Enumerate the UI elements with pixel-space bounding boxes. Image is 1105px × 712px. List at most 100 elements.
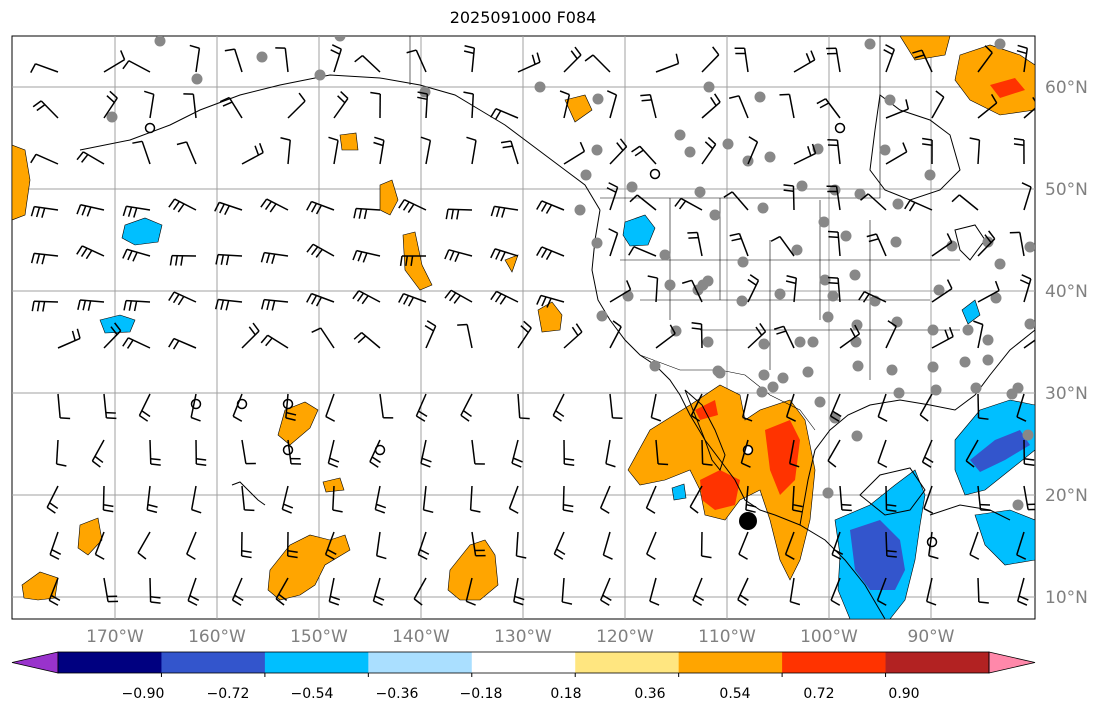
wind-barb-feather (311, 327, 322, 333)
wind-barb-shaft (701, 439, 704, 465)
wind-barb-shaft (837, 232, 841, 257)
wind-barb-shaft (639, 145, 657, 165)
wind-barb-feather (495, 250, 501, 260)
wind-barb-feather (260, 299, 265, 310)
lon-label: 110°W (698, 627, 756, 647)
wind-barb-feather (271, 300, 276, 311)
wind-barb-shaft (325, 393, 335, 417)
wind-barb-feather (646, 553, 656, 560)
wind-barb-shaft (701, 143, 717, 165)
wind-barb-shaft (563, 94, 571, 119)
alaska-coast (79, 74, 601, 211)
wind-barb-feather (424, 324, 434, 332)
wind-barb-shaft (835, 186, 841, 211)
wind-barb-shaft (517, 393, 521, 418)
wind-barb-shaft (1017, 577, 1025, 602)
wind-barb-shaft (510, 140, 519, 165)
wind-barb-shaft (287, 140, 291, 165)
wind-barb-feather (905, 99, 910, 110)
wind-barb-feather (287, 555, 298, 559)
wind-barb-feather (133, 301, 138, 312)
wind-barb-shaft (738, 233, 749, 257)
wind-barb-shaft (241, 439, 247, 464)
wind-barb-feather (51, 549, 62, 555)
wind-barb-feather (423, 509, 434, 514)
wind-barb-feather (50, 594, 61, 602)
wind-barb-feather (283, 503, 294, 509)
wind-barb-feather (410, 255, 414, 266)
wind-barb-feather (584, 54, 594, 62)
lat-label: 50°N (1045, 180, 1088, 200)
colorbar-swatch (782, 652, 887, 673)
wind-barb-shaft (965, 439, 979, 462)
colorbar-tick-label: 0.36 (634, 686, 665, 702)
wind-barb-feather (76, 245, 83, 255)
wind-barb-feather (463, 91, 474, 95)
wind-barb-feather (694, 594, 705, 602)
wind-barb-feather (922, 137, 933, 141)
wind-barb-shaft (173, 291, 197, 303)
wind-barb-feather (619, 138, 628, 148)
wind-barb-shaft (40, 100, 59, 119)
wind-barb-shaft (650, 393, 657, 418)
wind-barb-shaft (471, 48, 476, 73)
wind-barb-feather (641, 99, 652, 102)
wind-barb-feather (109, 90, 118, 99)
wind-barb-feather (331, 44, 342, 50)
wind-barbs (30, 44, 1042, 606)
lon-label: 160°W (188, 627, 246, 647)
wind-barb-feather (306, 243, 314, 253)
cool-core-gulf (970, 430, 1030, 472)
wind-barb-feather (252, 322, 260, 332)
wind-barb-shaft (785, 393, 795, 418)
wind-barb-feather (94, 455, 104, 464)
wind-barb-feather (1037, 94, 1042, 102)
wind-barb-feather (196, 463, 207, 467)
wind-barb-feather (328, 136, 339, 142)
wind-barb-feather (449, 250, 455, 261)
station-dot (930, 384, 942, 396)
wind-barb-shaft (825, 98, 841, 119)
wind-barb-feather (1024, 463, 1035, 467)
wind-barb-shaft (231, 577, 243, 601)
colorbar-swatch (264, 652, 369, 673)
wind-barb-shaft (793, 59, 816, 73)
wind-barb-feather (790, 600, 801, 606)
wind-barb-shaft (375, 531, 381, 556)
wind-barb-feather (191, 508, 202, 514)
wind-barb-feather (315, 248, 323, 258)
wind-barb-shaft (311, 200, 335, 211)
colorbar-tick-labels: −0.90 −0.72 −0.54 −0.36 −0.18 0.18 0.36 … (122, 686, 920, 702)
wind-barb-shaft (494, 205, 519, 211)
wind-barb-feather (86, 206, 92, 217)
station-dot (1024, 241, 1035, 253)
wind-barb-shaft (701, 101, 721, 119)
wind-barb-feather (60, 417, 71, 420)
wind-barb-feather (450, 209, 455, 220)
wind-barb-feather (466, 600, 476, 606)
wind-barb-feather (606, 187, 617, 193)
wind-barb-feather (600, 507, 610, 514)
wind-barb-shaft (33, 300, 59, 303)
wind-barb-feather (82, 300, 87, 311)
wind-barb-shaft (241, 330, 260, 349)
wind-barb-feather (738, 553, 748, 560)
wind-barb-shaft (425, 325, 437, 349)
wind-barb-feather (376, 503, 387, 509)
wind-barb-shaft (508, 485, 519, 509)
wind-barb-feather (418, 410, 428, 418)
wind-barb-shaft (977, 102, 998, 119)
warm-blob-8 (322, 477, 345, 493)
wind-barb-shaft (46, 485, 59, 508)
wind-barb-feather (220, 299, 225, 310)
wind-barb-shaft (793, 278, 798, 303)
wind-barb-shaft (173, 337, 197, 349)
wind-barb-shaft (867, 193, 887, 211)
warm-blob-6 (339, 132, 359, 151)
wind-barb-feather (575, 323, 583, 333)
wind-barb-shaft (655, 332, 676, 349)
wind-barb-feather (748, 136, 758, 143)
station-dot (994, 38, 1006, 50)
station-dot (962, 324, 974, 336)
